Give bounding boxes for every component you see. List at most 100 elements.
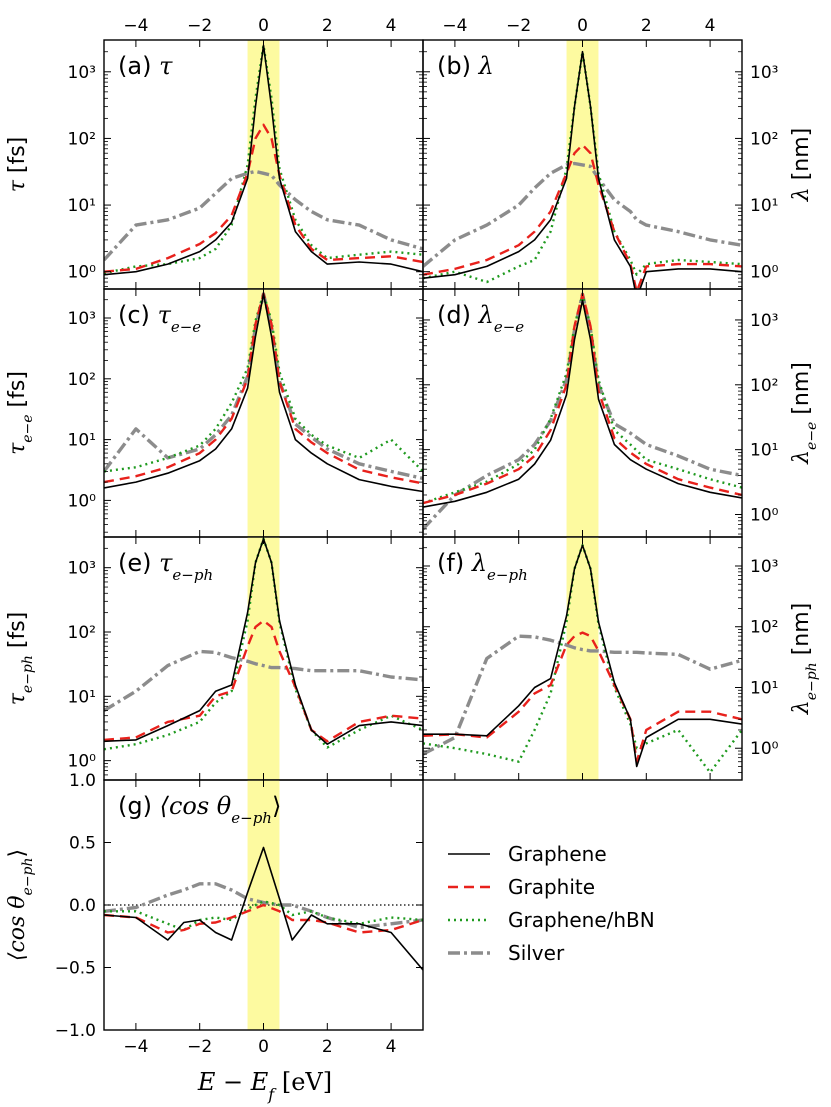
panel-symbol-a: τ (159, 52, 173, 80)
highlight-band-d (566, 289, 599, 537)
panel-title-f: (f) λe−ph (437, 549, 528, 584)
panel-tag-a: (a) (118, 52, 159, 80)
x-axis-label: E − Ef [eV] (197, 1068, 332, 1104)
panel-tag-g: (g) (118, 792, 160, 820)
y-tick-label-b: 10⁰ (750, 263, 779, 283)
panel-subscript-e: e−ph (172, 566, 213, 584)
y-axis-label-e: τe−ph [fs] (5, 612, 36, 706)
legend-label-graphite: Graphite (508, 875, 595, 899)
panel-subscript-c: e−e (171, 318, 201, 336)
y-axis-label-close-g: ⟩ (5, 849, 30, 858)
panel-close-g: ⟩ (272, 792, 281, 820)
y-tick-label-a: 10⁰ (68, 263, 97, 283)
y-axis-label-d: λe−e [nm] (789, 362, 820, 465)
y-axis-label-b: λ [nm] (789, 128, 814, 203)
y-axis-label-g: ⟨cos θe−ph⟩ (5, 849, 36, 961)
y-tick-label-a: 10² (68, 129, 96, 149)
legend-label-silver: Silver (508, 941, 565, 965)
series-group-b (423, 50, 742, 289)
y-tick-label-f: 10¹ (750, 678, 778, 698)
y-axis-label-unit-c: [fs] (5, 371, 30, 414)
y-axis-label-unit-b: [nm] (789, 128, 814, 188)
series-silver-f (423, 634, 742, 756)
y-tick-label-c: 10¹ (68, 431, 96, 451)
y-axis-label-f: λe−ph [nm] (789, 603, 820, 716)
y-tick-label-d: 10¹ (750, 441, 778, 461)
y-axis-label-symbol-f: λ (789, 700, 814, 715)
y-axis-label-symbol-b: λ (789, 187, 814, 202)
panel-title-c: (c) τe−e (118, 301, 201, 336)
x-tick-label-top: 2 (641, 16, 652, 36)
y-tick-label-g: −0.5 (55, 959, 96, 979)
series-group-g (104, 846, 423, 971)
y-tick-label-f: 10² (750, 618, 778, 638)
y-axis-label-unit-f: [nm] (789, 603, 814, 663)
panel-symbol-f: λ (471, 549, 487, 577)
y-tick-label-e: 10⁰ (68, 752, 97, 772)
series-silver-e (104, 649, 423, 713)
panel-title-b: (b) λ (437, 52, 494, 80)
x-tick-label-top: −2 (506, 16, 531, 36)
y-axis-label-symbol-a: τ (5, 179, 30, 192)
y-tick-label-e: 10³ (68, 559, 96, 579)
y-tick-label-g: 0.0 (69, 896, 96, 916)
panel-title-e: (e) τe−ph (118, 549, 213, 584)
y-axis-label-subscript-f: e−ph (804, 662, 820, 700)
panel-symbol-b: λ (478, 52, 494, 80)
y-tick-label-b: 10¹ (750, 196, 778, 216)
x-tick-label-top: −4 (442, 16, 467, 36)
y-tick-label-f: 10³ (750, 557, 778, 577)
y-tick-label-a: 10¹ (68, 196, 96, 216)
panel-subscript-d: e−e (494, 318, 524, 336)
x-tick-label-bottom: 0 (258, 1037, 269, 1057)
y-axis-label-subscript-d: e−e (804, 422, 820, 450)
y-tick-label-d: 10⁰ (750, 506, 779, 526)
legend-label-hbn: Graphene/hBN (508, 908, 655, 932)
panel-title-d: (d) λe−e (437, 301, 524, 336)
y-tick-label-c: 10³ (68, 309, 96, 329)
y-tick-label-c: 10⁰ (68, 491, 97, 511)
y-axis-label-unit-a: [fs] (5, 137, 30, 180)
y-tick-label-a: 10³ (68, 63, 96, 83)
panel-subscript-f: e−ph (487, 566, 528, 584)
legend-label-graphene: Graphene (508, 842, 607, 866)
highlight-band-f (566, 537, 599, 780)
y-tick-label-e: 10¹ (68, 687, 96, 707)
panel-tag-b: (b) (437, 52, 479, 80)
series-silver-g (104, 882, 423, 930)
x-tick-label-top: −2 (187, 16, 212, 36)
y-axis-label-a: τ [fs] (5, 137, 30, 193)
y-tick-label-overlap-e: 1.0 (69, 771, 96, 791)
series-graphite-f (423, 631, 742, 763)
legend-entry-silver: Silver (448, 941, 565, 965)
y-axis-label-unit-d: [nm] (789, 362, 814, 422)
series-graphene-d (423, 299, 742, 508)
y-tick-label-e: 10² (68, 623, 96, 643)
x-tick-label-top: 0 (258, 16, 269, 36)
series-graphite-e (104, 619, 423, 743)
series-graphene-hbn-g (104, 900, 423, 932)
highlight-band-a (247, 40, 280, 289)
y-tick-label-b: 10² (750, 129, 778, 149)
panel-symbol-d: λ (478, 301, 494, 329)
panel-tag-d: (d) (437, 301, 479, 329)
legend-entry-graphite: Graphite (448, 875, 595, 899)
panel-title-a: (a) τ (118, 52, 173, 80)
panel-symbol-e: τ (159, 549, 173, 577)
x-tick-label-top: 0 (577, 16, 588, 36)
y-axis-label-symbol-c: τ (5, 442, 30, 455)
panel-g: −4 −2 0 2 4−1.0−0.50.00.5(g) ⟨cos θe−ph⟩⟨cos… (5, 779, 424, 1057)
panel-tag-c: (c) (118, 301, 158, 329)
series-graphene-hbn-c (104, 292, 423, 473)
legend-entry-hbn: Graphene/hBN (448, 908, 655, 932)
y-axis-label-symbol-g: ⟨cos θ (5, 895, 30, 961)
x-tick-label-bottom: 2 (322, 1037, 333, 1057)
panel-subscript-g: e−ph (231, 809, 272, 827)
highlight-band-c (247, 289, 280, 537)
y-axis-label-subscript-e: e−ph (20, 655, 36, 693)
y-tick-label-d: 10² (750, 376, 778, 396)
x-axis-label-main: E − E (197, 1068, 269, 1096)
panel-tag-e: (e) (118, 549, 159, 577)
